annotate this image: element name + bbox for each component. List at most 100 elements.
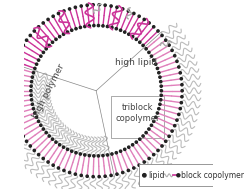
Circle shape: [74, 152, 77, 154]
Circle shape: [42, 22, 44, 24]
Circle shape: [42, 51, 44, 53]
Circle shape: [74, 28, 77, 30]
Circle shape: [47, 18, 49, 21]
Circle shape: [30, 90, 32, 92]
Circle shape: [98, 176, 100, 178]
Circle shape: [132, 12, 134, 15]
Circle shape: [19, 130, 21, 132]
Circle shape: [141, 135, 144, 137]
Text: high lipid: high lipid: [114, 58, 156, 67]
Circle shape: [58, 36, 60, 38]
Circle shape: [156, 67, 158, 70]
Circle shape: [156, 112, 158, 114]
Circle shape: [62, 169, 65, 172]
Circle shape: [86, 175, 88, 177]
Circle shape: [51, 138, 54, 140]
Circle shape: [30, 85, 32, 87]
Circle shape: [79, 153, 81, 155]
Circle shape: [31, 103, 34, 105]
Circle shape: [158, 76, 160, 78]
Circle shape: [47, 161, 49, 163]
Circle shape: [92, 155, 95, 157]
Circle shape: [11, 108, 13, 110]
Circle shape: [14, 60, 16, 62]
Circle shape: [148, 157, 150, 160]
Circle shape: [29, 34, 31, 37]
Circle shape: [148, 22, 150, 24]
Circle shape: [98, 4, 100, 6]
Circle shape: [170, 49, 172, 51]
Circle shape: [142, 161, 145, 163]
Circle shape: [35, 63, 38, 65]
Circle shape: [158, 103, 160, 105]
Circle shape: [110, 26, 112, 29]
Circle shape: [40, 124, 42, 126]
Circle shape: [70, 150, 72, 152]
Circle shape: [131, 36, 133, 38]
Circle shape: [132, 167, 134, 169]
Circle shape: [170, 130, 172, 132]
Circle shape: [156, 149, 158, 152]
Circle shape: [115, 28, 117, 30]
Circle shape: [127, 33, 130, 35]
Circle shape: [92, 24, 95, 27]
Circle shape: [142, 174, 146, 177]
Text: triblock
copolymer: triblock copolymer: [115, 103, 159, 123]
Circle shape: [74, 6, 76, 9]
Circle shape: [150, 55, 152, 57]
Circle shape: [157, 72, 159, 74]
Circle shape: [68, 8, 70, 10]
Circle shape: [62, 146, 64, 148]
Circle shape: [167, 135, 170, 137]
Text: lipid: lipid: [147, 171, 164, 180]
Circle shape: [123, 148, 125, 150]
Circle shape: [178, 72, 181, 74]
Circle shape: [127, 146, 130, 148]
Circle shape: [119, 150, 121, 152]
Circle shape: [88, 154, 90, 157]
Circle shape: [154, 116, 156, 118]
Circle shape: [110, 174, 112, 177]
Circle shape: [173, 125, 175, 127]
Circle shape: [25, 140, 28, 142]
Circle shape: [175, 119, 178, 121]
Circle shape: [159, 81, 161, 83]
Circle shape: [152, 59, 154, 61]
Circle shape: [32, 108, 34, 110]
Circle shape: [45, 48, 47, 50]
Circle shape: [167, 44, 170, 46]
Circle shape: [160, 145, 162, 147]
Circle shape: [115, 152, 117, 154]
Circle shape: [110, 5, 112, 7]
Circle shape: [16, 125, 19, 127]
Circle shape: [104, 175, 106, 177]
Circle shape: [42, 157, 44, 160]
Circle shape: [106, 154, 108, 156]
Circle shape: [68, 171, 70, 174]
Circle shape: [92, 4, 94, 6]
Circle shape: [180, 101, 182, 104]
Circle shape: [106, 25, 108, 28]
Circle shape: [138, 15, 140, 17]
Circle shape: [177, 66, 179, 68]
Circle shape: [33, 27, 159, 154]
Circle shape: [25, 39, 28, 41]
Circle shape: [127, 10, 129, 12]
Circle shape: [119, 29, 121, 31]
Circle shape: [141, 44, 144, 46]
Circle shape: [55, 141, 57, 143]
Circle shape: [10, 78, 12, 80]
Circle shape: [110, 153, 112, 155]
Circle shape: [80, 174, 82, 177]
Circle shape: [160, 85, 162, 87]
Circle shape: [57, 12, 59, 15]
Circle shape: [115, 6, 117, 9]
Circle shape: [97, 24, 99, 27]
Circle shape: [70, 29, 72, 31]
Circle shape: [154, 63, 156, 65]
Circle shape: [144, 48, 147, 50]
Circle shape: [138, 41, 140, 43]
Circle shape: [180, 84, 182, 86]
Circle shape: [31, 76, 34, 78]
Circle shape: [104, 4, 106, 6]
